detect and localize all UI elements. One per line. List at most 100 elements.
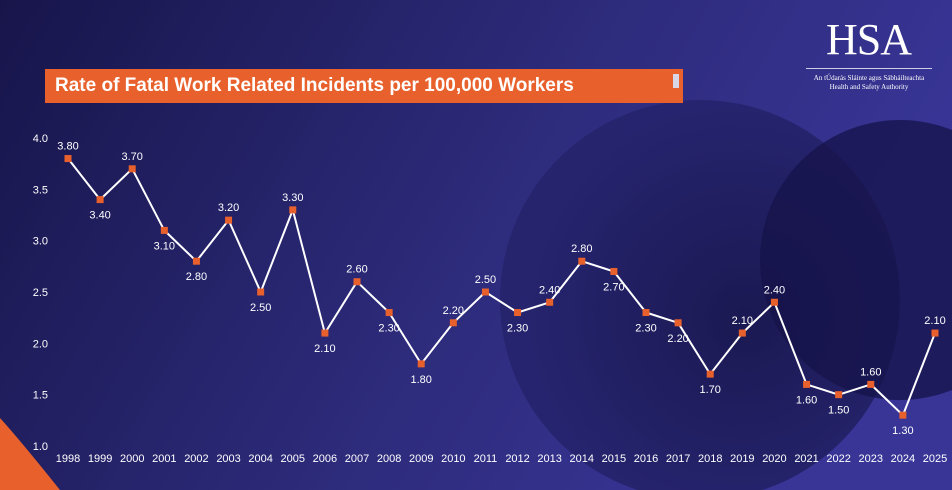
x-tick-label: 2014	[570, 453, 594, 465]
data-point-marker	[128, 165, 136, 173]
x-tick-label: 2013	[537, 453, 561, 465]
series-rate	[67, 157, 936, 417]
data-point-marker	[96, 196, 104, 204]
logo-irish-name: An tÚdarás Sláinte agus Sábháilteachta	[813, 74, 925, 82]
data-label: 2.80	[186, 271, 207, 283]
data-label: 2.30	[378, 323, 399, 335]
logo-english-name: Health and Safety Authority	[829, 83, 909, 91]
data-label: 3.70	[122, 151, 143, 163]
y-tick-label: 4.0	[33, 133, 48, 145]
data-label: 3.80	[57, 141, 78, 153]
logo-mark: HSA	[826, 15, 912, 64]
y-tick-label: 2.0	[33, 338, 48, 350]
data-point-marker	[931, 329, 939, 337]
title-marker	[673, 74, 679, 88]
x-tick-label: 2018	[698, 453, 722, 465]
data-point-marker	[738, 329, 746, 337]
x-tick-label: 2025	[923, 453, 947, 465]
title-banner: Rate of Fatal Work Related Incidents per…	[45, 69, 683, 103]
data-label: 2.40	[539, 284, 560, 296]
x-tick-label: 2011	[474, 453, 498, 465]
x-tick-label: 2023	[859, 453, 883, 465]
x-tick-label: 2007	[345, 453, 369, 465]
data-point-marker	[321, 329, 329, 337]
series-markers	[64, 155, 939, 419]
data-label: 2.10	[314, 343, 335, 355]
data-label: 2.70	[603, 281, 624, 293]
data-point-marker	[835, 391, 843, 399]
x-tick-label: 2006	[313, 453, 337, 465]
y-tick-label: 3.0	[33, 236, 48, 248]
data-labels: 3.80 3.40 3.70 3.10 2.80 3.20 2.50 3.30 2.10 2.60…	[57, 141, 945, 438]
data-point-marker	[803, 380, 811, 388]
x-tick-label: 2022	[826, 453, 850, 465]
data-label: 2.30	[507, 323, 528, 335]
x-tick-label: 2024	[891, 453, 915, 465]
data-label: 2.40	[764, 284, 785, 296]
data-point-marker	[610, 267, 618, 275]
data-label: 1.60	[796, 394, 817, 406]
data-point-marker	[449, 319, 457, 327]
data-label: 3.30	[282, 192, 303, 204]
x-tick-label: 2021	[794, 453, 818, 465]
x-tick-label: 1998	[56, 453, 80, 465]
data-point-marker	[385, 309, 393, 317]
y-tick-label: 1.0	[33, 441, 48, 453]
data-label: 2.60	[346, 264, 367, 276]
y-tick-label: 2.5	[33, 287, 48, 299]
data-point-marker	[64, 155, 72, 163]
x-tick-label: 2019	[730, 453, 754, 465]
x-tick-label: 2002	[184, 453, 208, 465]
data-label: 3.40	[89, 210, 110, 222]
data-point-marker	[353, 278, 361, 286]
data-label: 1.30	[892, 425, 913, 437]
x-tick-label: 2003	[216, 453, 240, 465]
data-point-marker	[481, 288, 489, 296]
x-tick-label: 2004	[248, 453, 272, 465]
data-point-marker	[192, 257, 200, 265]
data-point-marker	[417, 360, 425, 368]
data-label: 2.20	[667, 333, 688, 345]
series-line	[67, 157, 936, 417]
data-label: 1.60	[860, 366, 881, 378]
x-tick-label: 2020	[762, 453, 786, 465]
data-label: 1.50	[828, 405, 849, 417]
data-point-marker	[642, 309, 650, 317]
x-tick-label: 2000	[120, 453, 144, 465]
x-tick-label: 2001	[152, 453, 176, 465]
data-label: 3.10	[154, 240, 175, 252]
x-axis: 1998 1999 2000 2001 2002 2003 2004 2005 2006 2007…	[56, 453, 947, 465]
data-label: 2.10	[924, 315, 945, 327]
data-point-marker	[225, 216, 233, 224]
data-point-marker	[578, 257, 586, 265]
data-label: 2.20	[443, 305, 464, 317]
data-label: 3.20	[218, 202, 239, 214]
data-point-marker	[674, 319, 682, 327]
hsa-logo: HSA An tÚdarás Sláinte agus Sábháilteach…	[790, 14, 940, 94]
x-tick-label: 1999	[88, 453, 112, 465]
data-label: 2.80	[571, 243, 592, 255]
data-point-marker	[257, 288, 265, 296]
x-tick-label: 2016	[634, 453, 658, 465]
x-tick-label: 2005	[281, 453, 305, 465]
x-tick-label: 2009	[409, 453, 433, 465]
data-label: 1.70	[700, 384, 721, 396]
data-point-marker	[514, 309, 522, 317]
y-axis: 1.0 1.5 2.0 2.5 3.0 3.5 4.0	[33, 133, 48, 453]
data-label: 2.50	[475, 274, 496, 286]
data-label: 1.80	[411, 374, 432, 386]
data-point-marker	[546, 298, 554, 306]
x-tick-label: 2008	[377, 453, 401, 465]
data-label: 2.10	[732, 315, 753, 327]
data-point-marker	[160, 226, 168, 234]
x-tick-label: 2017	[666, 453, 690, 465]
x-tick-label: 2010	[441, 453, 465, 465]
y-tick-label: 3.5	[33, 184, 48, 196]
data-point-marker	[770, 298, 778, 306]
y-tick-label: 1.5	[33, 390, 48, 402]
data-label: 2.50	[250, 302, 271, 314]
data-label: 2.30	[635, 323, 656, 335]
data-point-marker	[899, 411, 907, 419]
data-point-marker	[867, 380, 875, 388]
